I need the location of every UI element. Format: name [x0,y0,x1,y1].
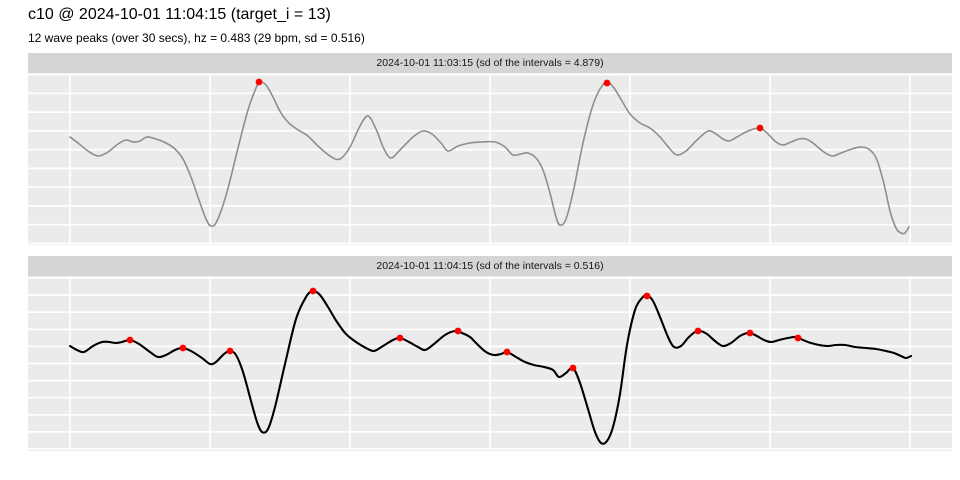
facet-strip-bottom: 2024-10-01 11:04:15 (sd of the intervals… [28,256,952,276]
facet-panel-bottom [28,276,952,451]
chart-title: c10 @ 2024-10-01 11:04:15 (target_i = 13… [28,6,331,23]
chart-subtitle: 12 wave peaks (over 30 secs), hz = 0.483… [28,31,365,45]
facet-strip-top-label: 2024-10-01 11:03:15 (sd of the intervals… [376,57,604,69]
facet-panel-top [28,73,952,245]
facet-strip-bottom-label: 2024-10-01 11:04:15 (sd of the intervals… [376,260,604,272]
facet-strip-top: 2024-10-01 11:03:15 (sd of the intervals… [28,53,952,73]
